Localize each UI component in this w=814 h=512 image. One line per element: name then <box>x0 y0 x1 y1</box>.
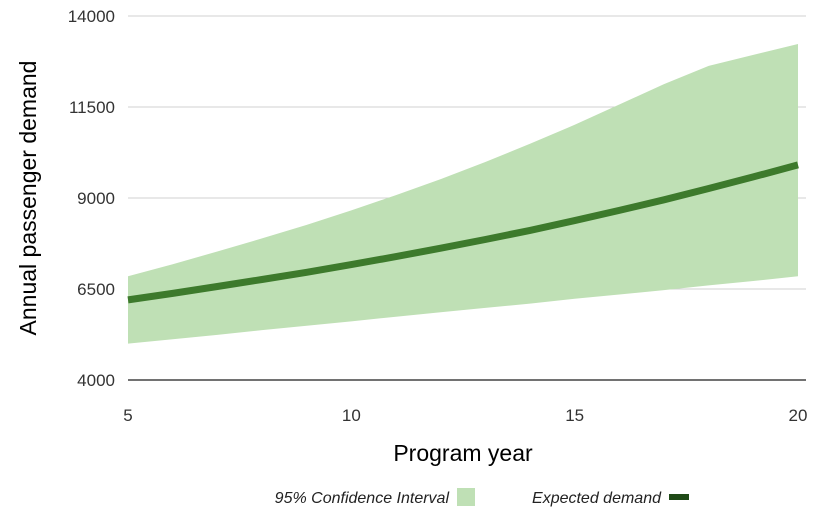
y-tick-label: 6500 <box>77 280 115 299</box>
y-tick-label: 14000 <box>68 7 115 26</box>
x-axis-title: Program year <box>393 440 533 466</box>
expected-demand-layer <box>127 161 799 304</box>
confidence-interval-band <box>128 44 798 344</box>
tick-labels: 4000 6500 9000 11500 14000 5 10 15 20 <box>68 7 808 425</box>
x-tick-label: 5 <box>123 406 132 425</box>
x-tick-label: 10 <box>342 406 361 425</box>
x-tick-label: 15 <box>565 406 584 425</box>
legend-swatch-confidence-interval <box>457 488 475 506</box>
expected-demand-line <box>127 161 799 304</box>
y-tick-label: 9000 <box>77 189 115 208</box>
legend-swatch-expected-demand <box>669 494 689 500</box>
y-tick-label: 11500 <box>69 98 115 117</box>
x-tick-label: 20 <box>789 406 808 425</box>
legend-label-confidence-interval: 95% Confidence Interval <box>275 490 450 507</box>
y-axis-title: Annual passenger demand <box>15 61 41 336</box>
y-tick-label: 4000 <box>77 371 115 390</box>
confidence-band-layer <box>128 44 798 344</box>
legend: 95% Confidence Interval Expected demand <box>275 488 689 507</box>
legend-label-expected-demand: Expected demand <box>532 490 662 507</box>
